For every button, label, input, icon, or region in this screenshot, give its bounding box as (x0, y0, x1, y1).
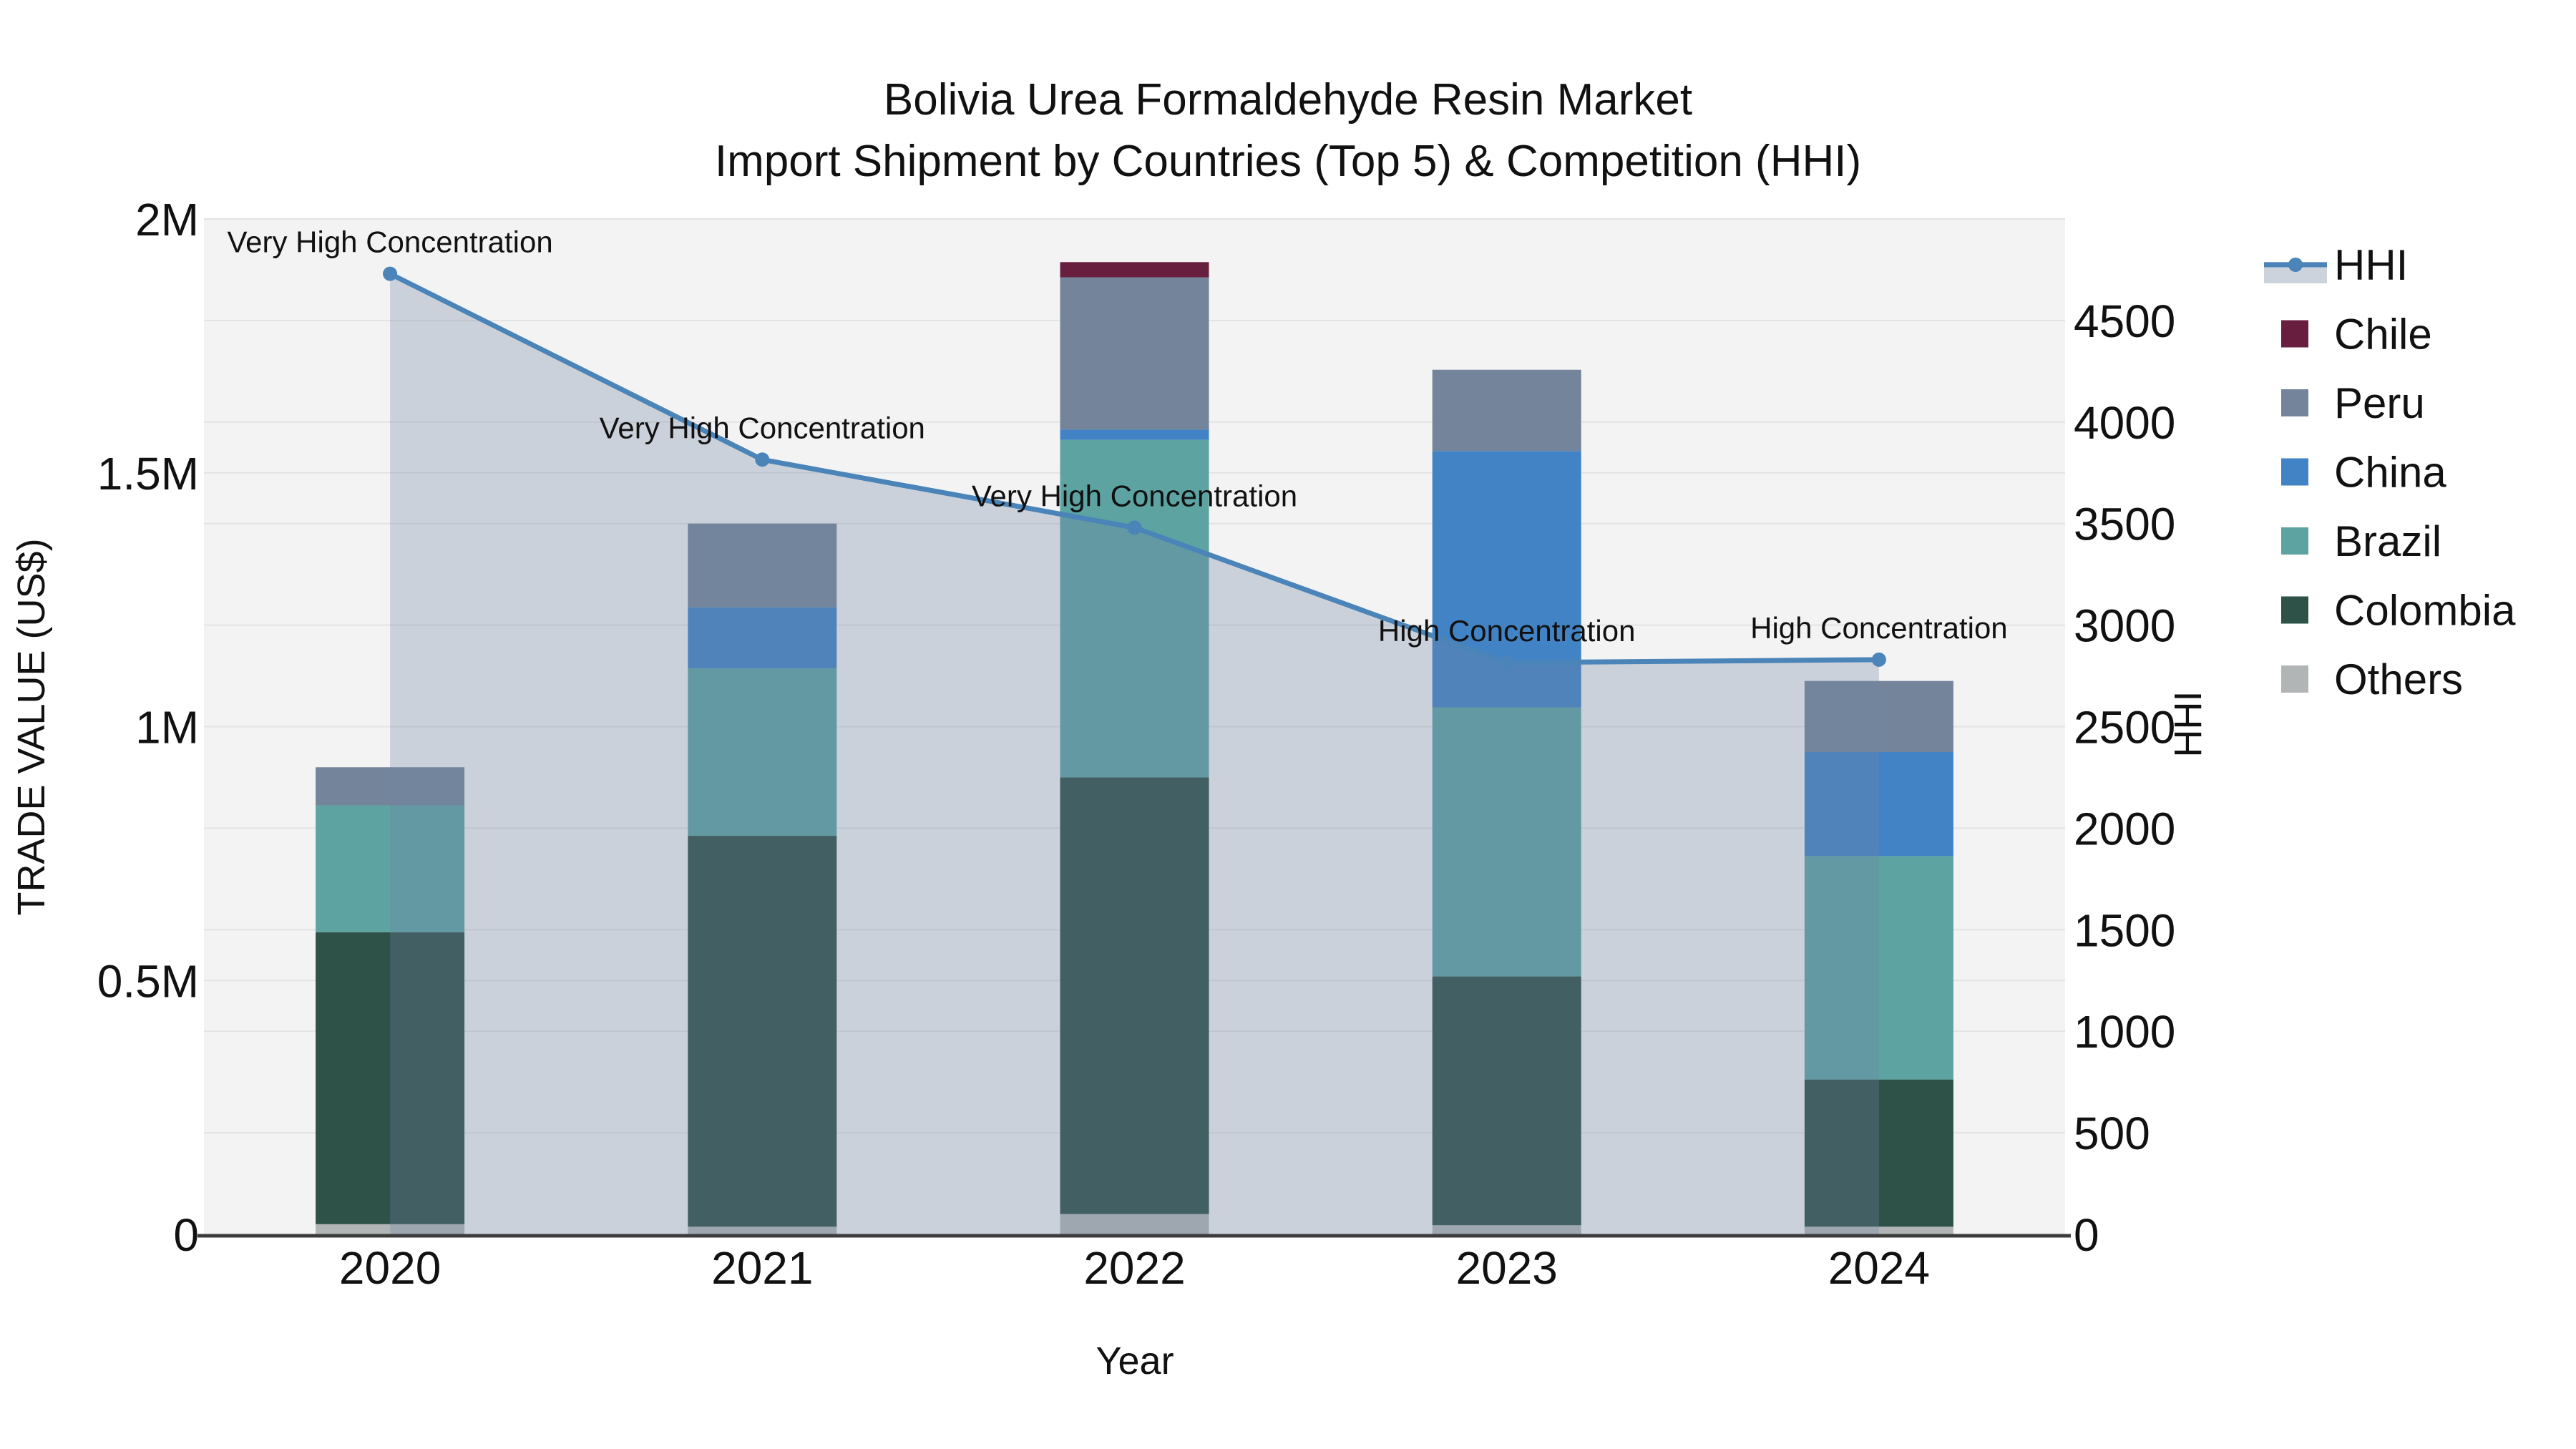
bar-segment-2021-others (688, 1226, 837, 1234)
bar-segment-2023-others (1432, 1225, 1581, 1234)
legend-label-hhi: HHI (2334, 241, 2408, 289)
y-axis-title-right: HHI (2167, 691, 2210, 758)
hhi-marker-2024 (1871, 652, 1886, 667)
right-tick-label-500: 500 (2074, 1108, 2150, 1159)
left-tick-label-2M: 2M (135, 194, 199, 245)
right-tick-label-3500: 3500 (2074, 499, 2175, 550)
legend-item-colombia: Colombia (2281, 587, 2516, 635)
annotation-2023: High Concentration (1378, 614, 1636, 648)
left-tick-label-1.5M: 1.5M (97, 448, 199, 499)
right-tick-label-3000: 3000 (2074, 600, 2175, 652)
right-tick-label-2000: 2000 (2074, 803, 2175, 854)
bar-segment-2020-others (316, 1224, 465, 1234)
x-tick-label-2024: 2024 (1828, 1242, 1930, 1294)
bar-segment-2022-brazil (1060, 439, 1209, 778)
bar-segment-2021-brazil (688, 668, 837, 836)
x-tick-label-2023: 2023 (1456, 1242, 1558, 1294)
hhi-marker-2021 (755, 452, 770, 467)
bar-segment-2022-china (1060, 429, 1209, 440)
legend-item-others: Others (2281, 655, 2463, 703)
bar-segment-2024-colombia (1804, 1079, 1953, 1227)
hhi-marker-2022 (1127, 520, 1142, 535)
bar-segment-2023-brazil (1432, 707, 1581, 977)
right-tick-label-1500: 1500 (2074, 904, 2175, 956)
bar-segment-2022-colombia (1060, 777, 1209, 1214)
legend-item-hhi: HHI (2264, 241, 2408, 289)
bar-segment-2020-brazil (316, 805, 465, 932)
legend-swatch-brazil (2281, 527, 2308, 555)
annotation-2024: High Concentration (1750, 611, 2008, 645)
hhi-marker-2023 (1499, 655, 1514, 670)
bar-segment-2024-china (1804, 751, 1953, 857)
legend-swatch-chile (2281, 320, 2308, 348)
x-tick-label-2021: 2021 (711, 1242, 813, 1294)
hhi-marker-2020 (383, 266, 398, 281)
annotation-2020: Very High Concentration (227, 225, 552, 259)
x-tick-label-2020: 2020 (339, 1242, 441, 1294)
y-axis-title-left: TRADE VALUE (US$) (10, 538, 53, 915)
hhi-line-layer (383, 266, 1886, 670)
bar-segment-2020-peru (316, 767, 465, 806)
hhi-area-fill (390, 273, 1879, 1235)
bar-segment-2024-others (1804, 1226, 1953, 1234)
legend-swatch-colombia (2281, 596, 2308, 624)
legend-item-china: China (2281, 449, 2446, 497)
legend-hhi-marker (2288, 258, 2303, 272)
tick-labels-layer: 2020 2021 2022 2023 2024 0 0.5M 1M 1.5M 2M 0 500 100… (97, 194, 2176, 1294)
bar-segment-2022-chile (1060, 262, 1209, 278)
annotations-layer: Very High Concentration Very High Concent… (227, 225, 2007, 648)
bar-segment-2021-china (688, 607, 837, 668)
legend-swatch-peru (2281, 389, 2308, 416)
right-tick-label-4000: 4000 (2074, 397, 2175, 449)
legend-layer: HHI Chile Peru China Brazil Colombia Others (2264, 241, 2516, 703)
annotation-2021: Very High Concentration (600, 411, 925, 444)
legend-label-chile: Chile (2334, 311, 2432, 358)
legend-label-peru: Peru (2334, 379, 2425, 427)
right-tick-label-1000: 1000 (2074, 1006, 2175, 1058)
bar-segment-2020-colombia (316, 932, 465, 1224)
legend-swatch-others (2281, 665, 2308, 693)
bars-layer (316, 262, 1953, 1234)
bar-segment-2024-brazil (1804, 856, 1953, 1080)
legend-item-peru: Peru (2281, 379, 2425, 427)
legend-item-chile: Chile (2281, 311, 2432, 358)
bar-segment-2022-others (1060, 1214, 1209, 1234)
x-axis-title: Year (1096, 1340, 1174, 1382)
chart-title-line1: Bolivia Urea Formaldehyde Resin Market (884, 75, 1692, 125)
hhi-area-layer (390, 273, 1879, 1235)
bar-segment-2022-peru (1060, 277, 1209, 430)
left-tick-label-0.5M: 0.5M (97, 955, 199, 1007)
legend-swatch-china (2281, 458, 2308, 486)
chart-title-line2: Import Shipment by Countries (Top 5) & C… (715, 137, 1861, 186)
bar-segment-2021-peru (688, 523, 837, 608)
bar-segment-2023-peru (1432, 369, 1581, 452)
legend-label-china: China (2334, 449, 2446, 497)
bar-segment-2023-colombia (1432, 976, 1581, 1226)
left-tick-label-0: 0 (173, 1209, 199, 1261)
right-tick-label-4500: 4500 (2074, 296, 2175, 347)
right-tick-label-2500: 2500 (2074, 702, 2175, 753)
bar-segment-2021-colombia (688, 836, 837, 1227)
bar-segment-2024-peru (1804, 680, 1953, 752)
x-tick-label-2022: 2022 (1083, 1242, 1185, 1294)
annotation-2022: Very High Concentration (972, 479, 1297, 512)
left-tick-label-1M: 1M (135, 702, 199, 753)
legend-item-brazil: Brazil (2281, 517, 2441, 565)
right-tick-label-0: 0 (2074, 1209, 2099, 1261)
legend-label-others: Others (2334, 655, 2463, 703)
legend-label-brazil: Brazil (2334, 517, 2441, 565)
legend-label-colombia: Colombia (2334, 587, 2516, 635)
